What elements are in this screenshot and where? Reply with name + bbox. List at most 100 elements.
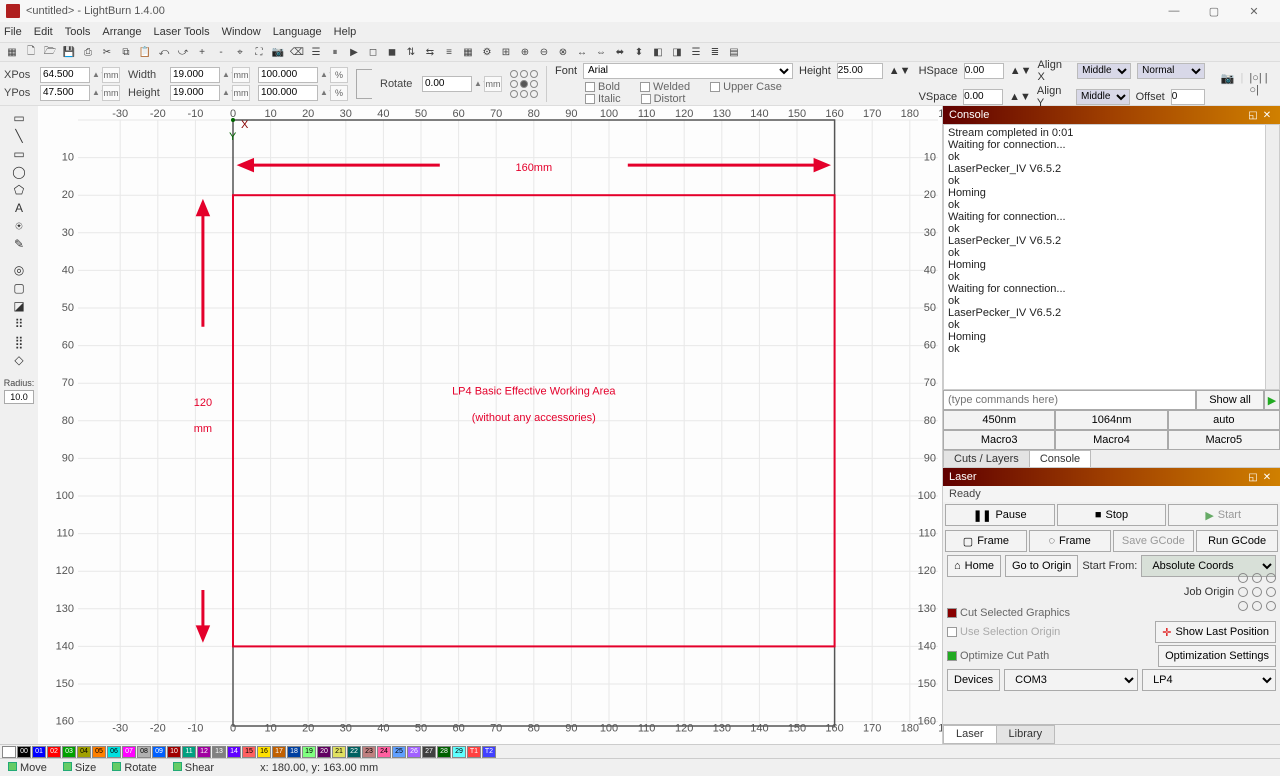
menu-tools[interactable]: Tools [65, 26, 91, 38]
panel-close-icon[interactable]: ✕ [1260, 472, 1274, 483]
menu-file[interactable]: File [4, 26, 22, 38]
pct-w-input[interactable] [258, 67, 318, 83]
macro-1064nm[interactable]: 1064nm [1055, 410, 1167, 430]
toolbar-icon-10[interactable]: + [194, 44, 210, 60]
bold-check[interactable]: Bold [585, 81, 620, 93]
stop-button[interactable]: ■Stop [1057, 504, 1167, 526]
hspace-input[interactable] [964, 63, 1004, 79]
menu-laser-tools[interactable]: Laser Tools [154, 26, 210, 38]
toolbar-icon-37[interactable]: ≣ [707, 44, 723, 60]
layer-swatch-18[interactable]: 18 [287, 746, 301, 758]
macro-macro3[interactable]: Macro3 [943, 430, 1055, 450]
layer-swatch-10[interactable]: 10 [167, 746, 181, 758]
console-run-icon[interactable]: ▶ [1264, 390, 1280, 410]
layer-swatch-09[interactable]: 09 [152, 746, 166, 758]
layer-swatch-23[interactable]: 23 [362, 746, 376, 758]
layer-swatch-15[interactable]: 15 [242, 746, 256, 758]
toolbar-icon-16[interactable]: ☰ [308, 44, 324, 60]
layer-swatch-25[interactable]: 25 [392, 746, 406, 758]
unit-mm[interactable]: mm [102, 67, 120, 83]
save-gcode-button[interactable]: Save GCode [1113, 530, 1195, 552]
go-to-origin-button[interactable]: Go to Origin [1005, 555, 1078, 577]
show-all-button[interactable]: Show all [1196, 390, 1264, 410]
panel-close-icon[interactable]: ✕ [1260, 110, 1274, 121]
ellipse-icon[interactable]: ◯ [10, 164, 28, 180]
show-last-position-button[interactable]: ✛Show Last Position [1155, 621, 1276, 643]
weld-icon[interactable]: ▢ [10, 280, 28, 296]
toolbar-icon-29[interactable]: ⊗ [555, 44, 571, 60]
toolbar-icon-23[interactable]: ≡ [441, 44, 457, 60]
ypos-input[interactable] [40, 85, 90, 101]
layer-swatch-13[interactable]: 13 [212, 746, 226, 758]
layer-swatch-29[interactable]: 29 [452, 746, 466, 758]
toolbar-icon-4[interactable]: ⎙ [80, 44, 96, 60]
layer-swatch-T1[interactable]: T1 [467, 746, 481, 758]
toolbar-icon-26[interactable]: ⊞ [498, 44, 514, 60]
toolbar-icon-6[interactable]: ⧉ [118, 44, 134, 60]
layer-swatch-26[interactable]: 26 [407, 746, 421, 758]
bool-icon[interactable]: ◪ [10, 298, 28, 314]
layer-swatch-27[interactable]: 27 [422, 746, 436, 758]
welded-check[interactable]: Welded [640, 81, 690, 93]
toolbar-icon-33[interactable]: ⬍ [631, 44, 647, 60]
macro-macro4[interactable]: Macro4 [1055, 430, 1167, 450]
move-toggle[interactable] [8, 762, 17, 771]
layer-swatch-08[interactable]: 08 [137, 746, 151, 758]
toolbar-icon-22[interactable]: ⇆ [422, 44, 438, 60]
select-icon[interactable]: ▭ [10, 110, 28, 126]
upper-check[interactable]: Upper Case [710, 81, 782, 93]
start-button[interactable]: ▶Start [1168, 504, 1278, 526]
rect-icon[interactable]: ▭ [10, 146, 28, 162]
height-input[interactable] [170, 85, 220, 101]
menu-edit[interactable]: Edit [34, 26, 53, 38]
layer-swatch-blank[interactable] [2, 746, 16, 758]
edit-icon[interactable]: ✎ [10, 236, 28, 252]
layer-swatch-28[interactable]: 28 [437, 746, 451, 758]
toolbar-icon-15[interactable]: ⌫ [289, 44, 305, 60]
layer-swatch-22[interactable]: 22 [347, 746, 361, 758]
vspace-input[interactable] [963, 89, 1003, 105]
laser-header[interactable]: Laser◱✕ [943, 468, 1280, 486]
toolbar-icon-35[interactable]: ◨ [669, 44, 685, 60]
cut-selected-check[interactable]: Cut Selected Graphics [947, 607, 1070, 619]
distort-check[interactable]: Distort [641, 93, 686, 105]
macro-auto[interactable]: auto [1168, 410, 1280, 430]
marker-icon[interactable]: ⍟ [10, 218, 28, 234]
devices-button[interactable]: Devices [947, 669, 1000, 691]
toolbar-icon-36[interactable]: ☰ [688, 44, 704, 60]
layer-swatch-16[interactable]: 16 [257, 746, 271, 758]
toolbar-icon-31[interactable]: ⇔ [593, 44, 609, 60]
layer-swatch-04[interactable]: 04 [77, 746, 91, 758]
layer-swatch-01[interactable]: 01 [32, 746, 46, 758]
xpos-input[interactable] [40, 67, 90, 83]
text-icon[interactable]: A [10, 200, 28, 216]
frame-rect-button[interactable]: ▢Frame [945, 530, 1027, 552]
camera-icon[interactable]: 📷 [1221, 72, 1235, 96]
toolbar-icon-20[interactable]: ◼ [384, 44, 400, 60]
layer-swatch-03[interactable]: 03 [62, 746, 76, 758]
grid-icon[interactable]: ⠿ [10, 316, 28, 332]
panel-undock-icon[interactable]: ◱ [1246, 110, 1260, 121]
toolbar-icon-19[interactable]: ◻ [365, 44, 381, 60]
machine-select[interactable]: LP4 [1142, 669, 1276, 691]
port-select[interactable]: COM3 [1004, 669, 1138, 691]
layer-swatch-T2[interactable]: T2 [482, 746, 496, 758]
italic-check[interactable]: Italic [585, 93, 621, 105]
toolbar-icon-1[interactable]: 🗋 [23, 44, 39, 60]
anchor-grid[interactable] [510, 70, 538, 98]
panel-undock-icon[interactable]: ◱ [1246, 472, 1260, 483]
toolbar-icon-14[interactable]: 📷 [270, 44, 286, 60]
toolbar-icon-5[interactable]: ✂ [99, 44, 115, 60]
console-input[interactable] [943, 390, 1196, 410]
line-icon[interactable]: ╲ [10, 128, 28, 144]
toolbar-icon-38[interactable]: ▤ [726, 44, 742, 60]
home-button[interactable]: ⌂Home [947, 555, 1001, 577]
console-output[interactable]: Stream completed in 0:01 Waiting for con… [943, 124, 1280, 390]
optimize-cut-path-check[interactable]: Optimize Cut Path [947, 650, 1049, 662]
width-input[interactable] [170, 67, 220, 83]
toolbar-icon-3[interactable]: 💾 [61, 44, 77, 60]
font-height-input[interactable] [837, 63, 883, 79]
alignx-select[interactable]: Middle [1077, 63, 1131, 79]
offset-input[interactable] [1171, 89, 1205, 105]
run-gcode-button[interactable]: Run GCode [1196, 530, 1278, 552]
